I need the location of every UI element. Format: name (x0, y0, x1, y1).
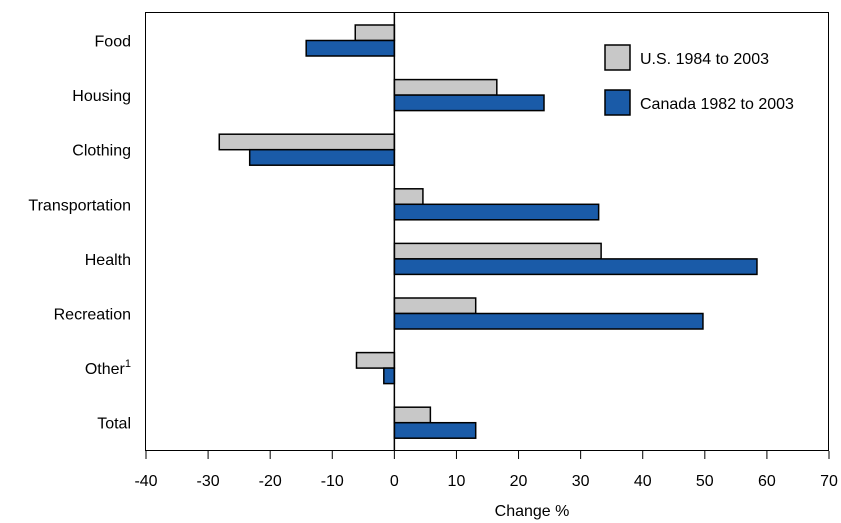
legend-swatch-canada (604, 89, 631, 116)
x-tick-label: 30 (572, 473, 590, 490)
x-tick-label: -20 (259, 473, 282, 490)
legend-label-us: U.S. 1984 to 2003 (640, 51, 769, 68)
category-label-recreation: Recreation (54, 307, 131, 324)
category-label-superscript: 1 (125, 358, 131, 370)
bar-clothing-canada (248, 148, 396, 166)
bar-other-us (355, 351, 396, 369)
category-label-transportation: Transportation (28, 197, 131, 214)
x-tick-label: 40 (634, 473, 652, 490)
bar-other-canada (383, 367, 396, 385)
legend-swatch-us (604, 44, 631, 71)
bar-recreation-canada (393, 312, 704, 330)
x-tick-label: -30 (197, 473, 220, 490)
category-label-health: Health (85, 252, 131, 269)
bars-layer (218, 24, 758, 439)
bar-housing-us (393, 78, 498, 96)
bar-total-us (393, 406, 432, 424)
bar-food-us (354, 24, 396, 42)
bar-transportation-us (393, 188, 424, 206)
category-label-clothing: Clothing (72, 143, 131, 160)
category-label-food: Food (95, 34, 131, 51)
bar-transportation-canada (393, 203, 600, 221)
plot-frame (145, 12, 829, 451)
category-label-total: Total (97, 416, 131, 433)
x-tick-label: 70 (820, 473, 838, 490)
bar-health-us (393, 242, 602, 260)
legend: U.S. 1984 to 2003 Canada 1982 to 2003 (604, 44, 794, 116)
x-axis-ticks: -40 -30 -20 -10 0 10 20 30 40 50 60 70 (134, 451, 838, 490)
bar-recreation-us (393, 297, 477, 315)
x-tick-label: -10 (321, 473, 344, 490)
x-tick-label: 20 (510, 473, 528, 490)
x-tick-label: 10 (448, 473, 466, 490)
x-tick-label: 0 (390, 473, 399, 490)
x-axis-label: Change % (495, 503, 570, 520)
plot-area (145, 12, 829, 451)
category-labels: Food Housing Clothing Transportation Health R… (28, 34, 131, 433)
bar-food-canada (305, 39, 396, 57)
bar-housing-canada (393, 94, 545, 112)
legend-label-canada: Canada 1982 to 2003 (640, 96, 794, 113)
bar-health-canada (393, 258, 758, 276)
x-tick-label: 50 (696, 473, 714, 490)
bar-total-canada (393, 421, 477, 439)
x-tick-label: 60 (758, 473, 776, 490)
category-label-other: Other1 (85, 358, 131, 378)
x-tick-label: -40 (134, 473, 157, 490)
category-label-housing: Housing (72, 88, 131, 105)
bar-clothing-us (218, 133, 396, 151)
